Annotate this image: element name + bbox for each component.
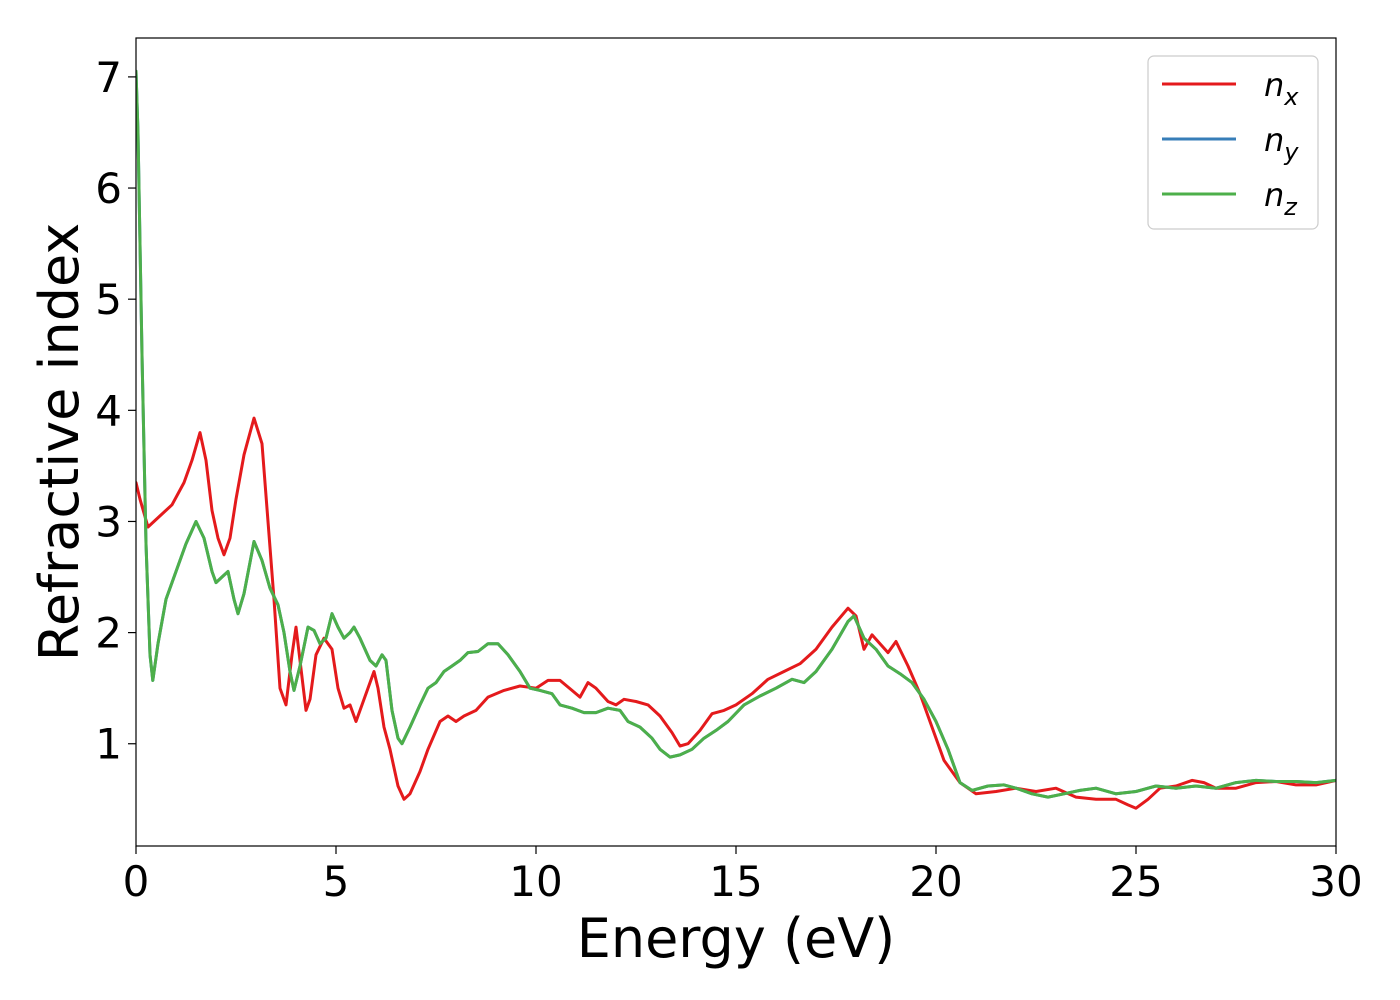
y-axis-label: Refractive index xyxy=(28,223,91,662)
y-tick-label: 7 xyxy=(95,53,122,102)
plot-frame xyxy=(135,37,1337,847)
y-tick-label: 2 xyxy=(95,609,122,658)
x-tick-label: 0 xyxy=(123,857,150,906)
series-layer xyxy=(136,69,1336,810)
y-tick-label: 1 xyxy=(95,720,122,769)
x-tick-label: 20 xyxy=(909,857,962,906)
series-line-nz xyxy=(136,69,1336,799)
legend-box xyxy=(1147,55,1319,230)
x-tick-label: 30 xyxy=(1309,857,1362,906)
ticks-layer: 0 5 10 15 20 25 30 1 2 3 4 5 6 7 xyxy=(95,53,1362,906)
series-line-nx xyxy=(136,416,1336,810)
y-tick-label: 6 xyxy=(95,164,122,213)
x-tick-label: 10 xyxy=(509,857,562,906)
y-tick-label: 3 xyxy=(95,497,122,546)
x-axis-label: Energy (eV) xyxy=(577,907,896,970)
y-tick-label: 5 xyxy=(95,275,122,324)
x-tick-label: 15 xyxy=(709,857,762,906)
y-tick-label: 4 xyxy=(95,386,122,435)
x-tick-label: 25 xyxy=(1109,857,1162,906)
x-tick-label: 5 xyxy=(323,857,350,906)
